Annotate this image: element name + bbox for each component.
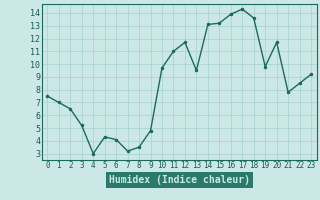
X-axis label: Humidex (Indice chaleur): Humidex (Indice chaleur) bbox=[109, 175, 250, 185]
